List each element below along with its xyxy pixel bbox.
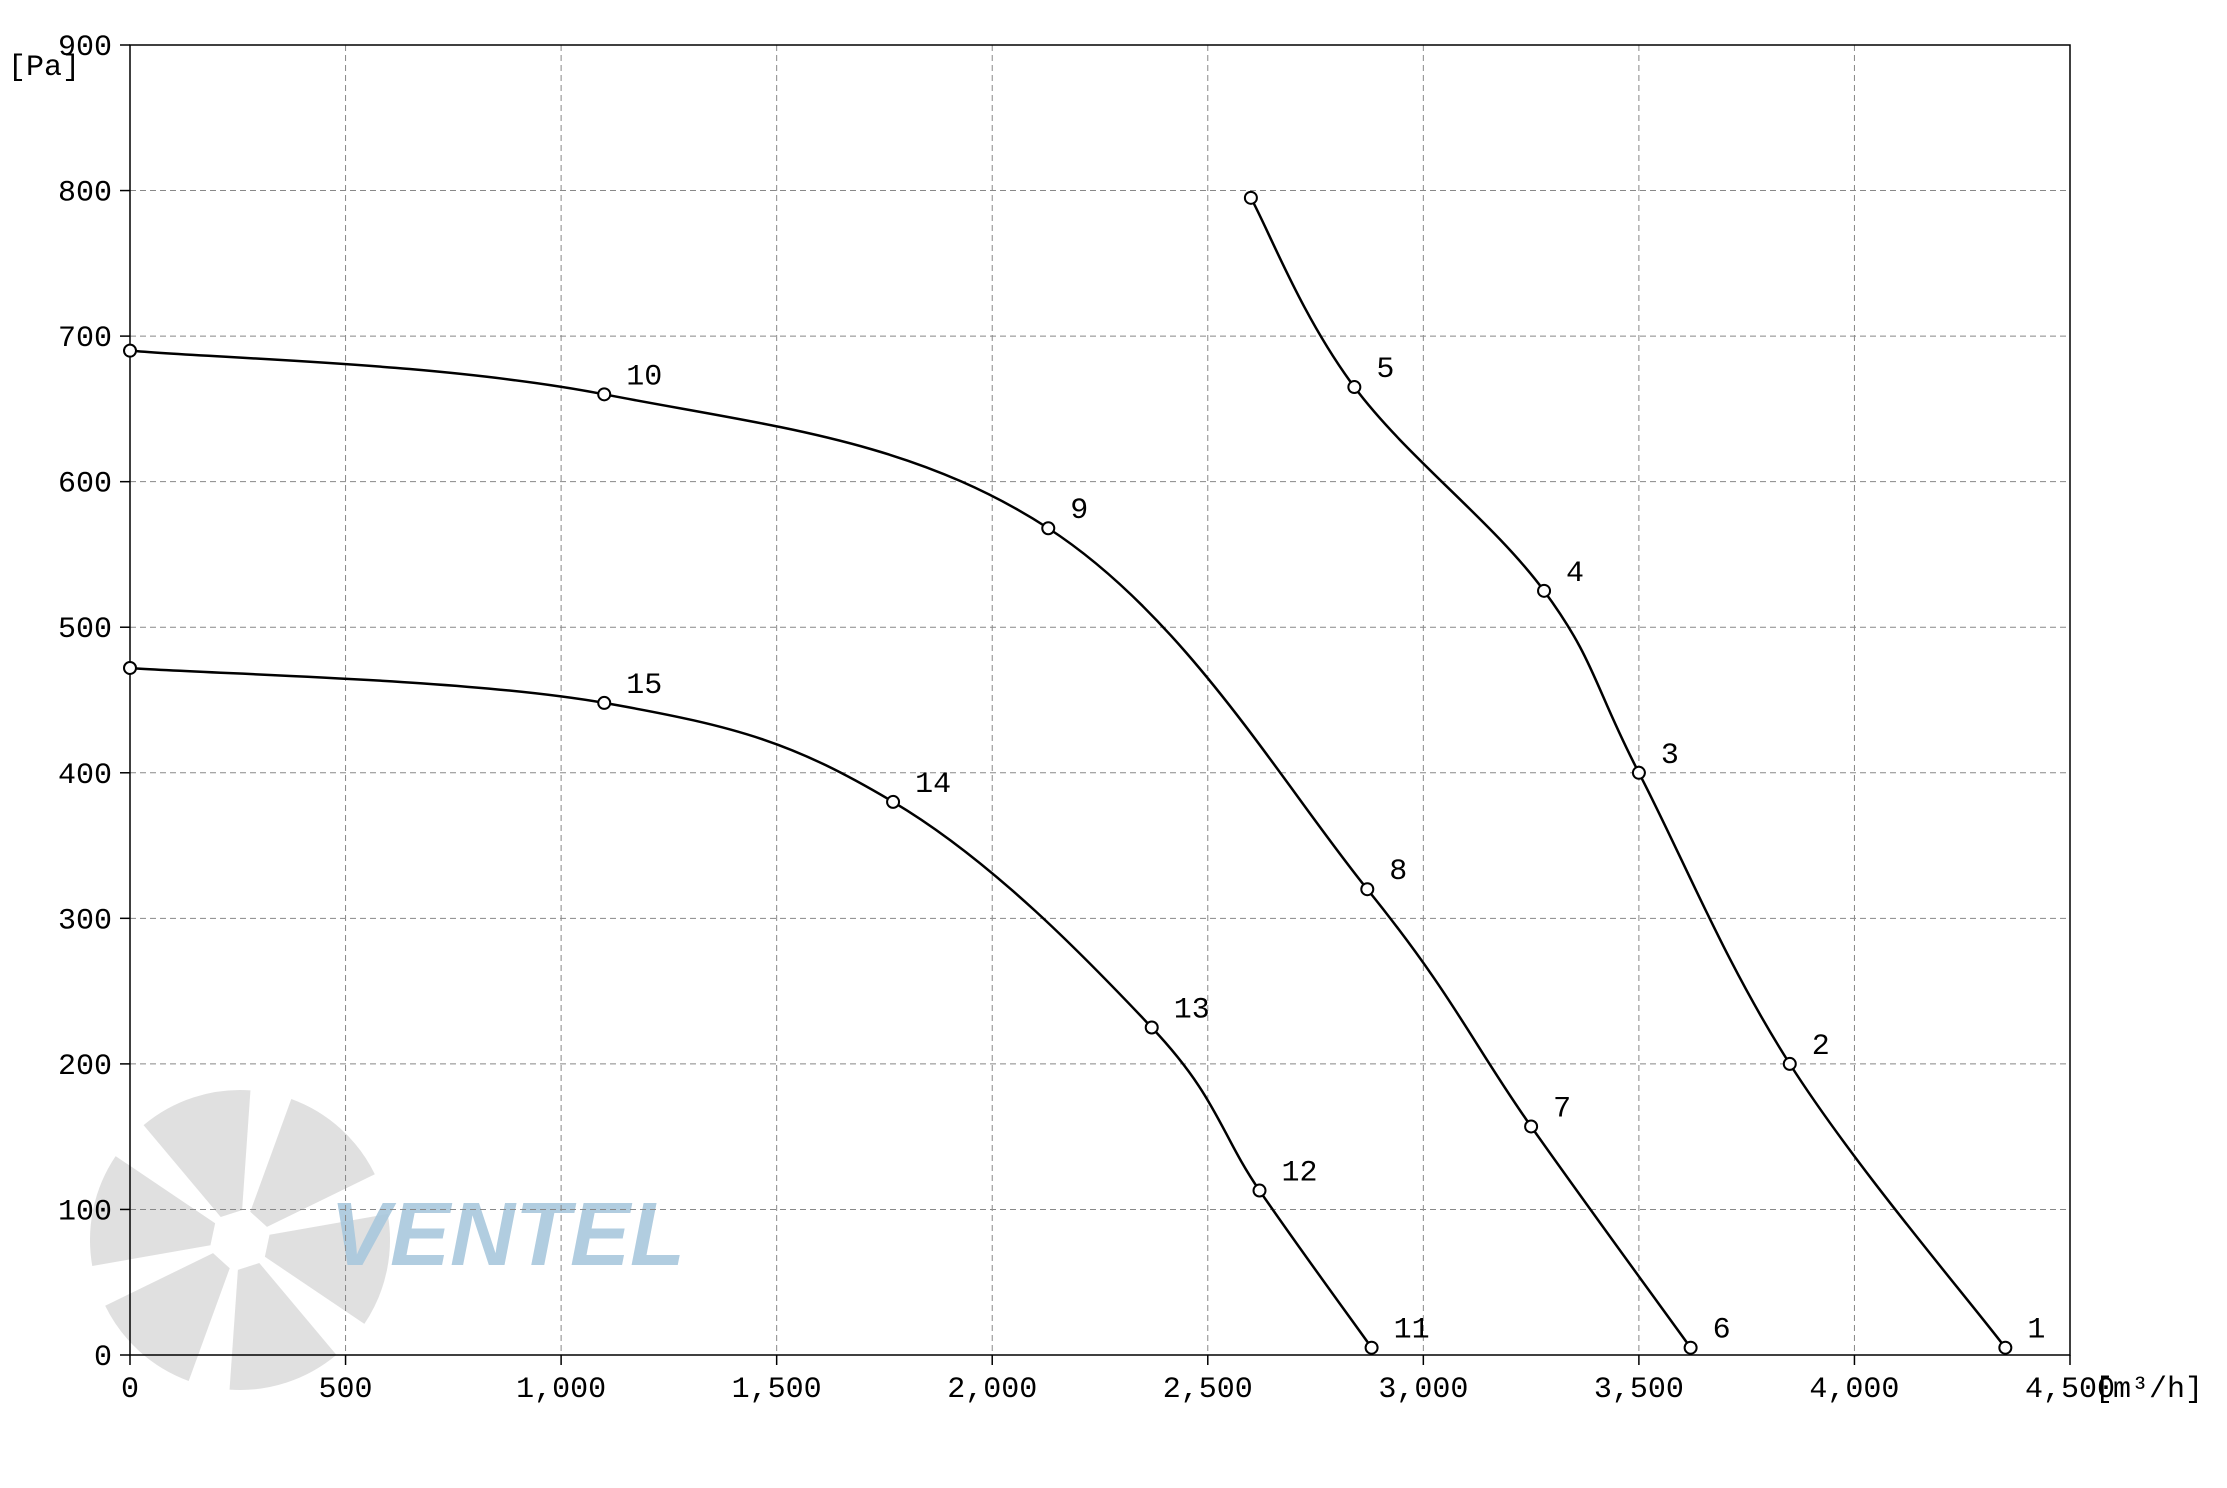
data-point-marker <box>598 388 610 400</box>
axes <box>120 45 2070 1365</box>
data-point-marker <box>1361 883 1373 895</box>
data-point-label: 2 <box>1812 1030 1830 1064</box>
y-axis-label: [Pa] <box>8 51 80 85</box>
data-point-label: 1 <box>2027 1314 2045 1348</box>
data-point-marker <box>598 697 610 709</box>
data-point-label: 14 <box>915 768 951 802</box>
data-point-label: 13 <box>1174 994 1210 1028</box>
y-tick-label: 500 <box>58 613 112 647</box>
data-point-marker <box>1348 381 1360 393</box>
y-tick-label: 600 <box>58 468 112 502</box>
data-point-marker <box>1999 1342 2011 1354</box>
y-tick-label: 800 <box>58 177 112 211</box>
x-tick-label: 3,000 <box>1378 1373 1468 1407</box>
x-tick-label: 1,500 <box>732 1373 822 1407</box>
chart-svg: VENTEL 5 4 3 2 1 10 9 8 7 6 15 14 13 12 11 0 500 1,000 1,… <box>0 0 2227 1488</box>
watermark: VENTEL <box>90 1090 685 1390</box>
data-point-label: 7 <box>1553 1092 1571 1126</box>
y-tick-label: 100 <box>58 1195 112 1229</box>
data-point-label: 11 <box>1394 1314 1430 1348</box>
data-point-marker <box>1366 1342 1378 1354</box>
x-tick-label: 3,500 <box>1594 1373 1684 1407</box>
data-point-marker <box>1784 1058 1796 1070</box>
data-point-marker <box>124 345 136 357</box>
x-tick-label: 500 <box>319 1373 373 1407</box>
data-point-label: 9 <box>1070 494 1088 528</box>
data-point-label: 10 <box>626 360 662 394</box>
markers <box>124 192 2011 1354</box>
x-axis-label: [m³/h] <box>2095 1373 2203 1407</box>
y-tick-label: 400 <box>58 759 112 793</box>
data-point-label: 15 <box>626 669 662 703</box>
x-tick-label: 2,000 <box>947 1373 1037 1407</box>
data-point-marker <box>887 796 899 808</box>
y-tick-label: 700 <box>58 322 112 356</box>
x-tick-label: 4,000 <box>1809 1373 1899 1407</box>
data-point-marker <box>1146 1022 1158 1034</box>
x-tick-label: 1,000 <box>516 1373 606 1407</box>
data-point-marker <box>1525 1120 1537 1132</box>
data-point-label: 12 <box>1282 1157 1318 1191</box>
data-point-marker <box>1245 192 1257 204</box>
x-tick-label: 2,500 <box>1163 1373 1253 1407</box>
data-point-marker <box>1633 767 1645 779</box>
data-point-marker <box>124 662 136 674</box>
pressure-flow-chart: VENTEL 5 4 3 2 1 10 9 8 7 6 15 14 13 12 11 0 500 1,000 1,… <box>0 0 2227 1488</box>
data-point-marker <box>1685 1342 1697 1354</box>
y-tick-label: 0 <box>94 1341 112 1375</box>
data-point-marker <box>1254 1185 1266 1197</box>
data-point-label: 8 <box>1389 855 1407 889</box>
x-tick-label: 0 <box>121 1373 139 1407</box>
y-tick-label: 200 <box>58 1050 112 1084</box>
data-point-label: 4 <box>1566 557 1584 591</box>
grid <box>130 45 2070 1355</box>
data-point-marker <box>1042 522 1054 534</box>
data-point-marker <box>1538 585 1550 597</box>
data-point-label: 3 <box>1661 739 1679 773</box>
data-point-label: 6 <box>1713 1314 1731 1348</box>
data-point-label: 5 <box>1376 353 1394 387</box>
watermark-text: VENTEL <box>330 1185 685 1285</box>
y-tick-label: 300 <box>58 904 112 938</box>
